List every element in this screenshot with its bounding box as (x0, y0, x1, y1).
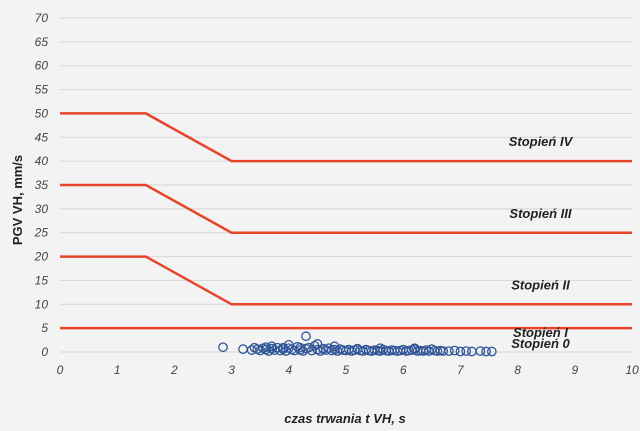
y-tick-label: 20 (34, 250, 49, 264)
scatter-point (352, 343, 363, 354)
scatter-point (487, 346, 497, 357)
x-tick-label: 7 (457, 363, 465, 377)
scatter-point (409, 344, 420, 354)
scatter-point (375, 343, 386, 354)
x-tick-label: 8 (514, 363, 521, 377)
scatter-point (449, 345, 460, 356)
y-tick-label: 50 (35, 106, 49, 120)
x-tick-label: 0 (57, 363, 64, 377)
scatter-point (312, 339, 323, 349)
scatter-point (218, 342, 228, 353)
y-tick-label: 35 (35, 178, 49, 192)
x-tick-label: 9 (571, 363, 578, 377)
x-tick-label: 2 (170, 363, 178, 377)
x-tick-label: 4 (285, 363, 292, 377)
x-tick-label: 1 (114, 363, 121, 377)
x-tick-label: 6 (400, 363, 407, 377)
scatter-point (283, 339, 294, 350)
zone-label: Stopień 0 (511, 336, 570, 351)
threshold-lines (60, 112, 632, 330)
scatter-point (455, 346, 466, 357)
y-axis-title: PGV VH, mm/s (10, 155, 25, 245)
scatter-point (481, 346, 491, 357)
x-axis-title: czas trwania t VH, s (284, 411, 405, 426)
scatter-point (295, 342, 306, 353)
gridlines (60, 17, 632, 353)
y-tick-label: 65 (35, 35, 49, 49)
scatter-point (329, 341, 340, 352)
scatter-point (323, 343, 334, 354)
y-tick-label: 10 (35, 297, 49, 311)
scatter-point (318, 343, 328, 354)
scatter-point (461, 346, 471, 356)
scatter-point (272, 342, 283, 353)
scatter-point (444, 346, 454, 356)
y-tick-label: 55 (35, 83, 49, 97)
threshold-line-3 (60, 255, 632, 306)
y-tick-label: 60 (35, 59, 49, 73)
y-tick-label: 70 (35, 11, 49, 25)
y-tick-label: 40 (35, 154, 49, 168)
scatter-point (301, 331, 311, 342)
scatter-point (438, 346, 449, 356)
x-tick-label: 3 (228, 363, 235, 377)
zone-label: Stopień I (513, 325, 568, 340)
threshold-line-2 (60, 183, 632, 234)
y-tick-label: 5 (41, 321, 48, 335)
x-tick-label: 10 (625, 363, 639, 377)
scatter-point (475, 346, 486, 356)
scatter-point (261, 342, 271, 353)
y-tick-label: 45 (35, 130, 49, 144)
scatter-point (266, 341, 277, 352)
y-tick-label: 15 (35, 273, 49, 287)
scatter-point (278, 342, 288, 353)
threshold-line-1 (60, 112, 632, 163)
zone-label: Stopień II (511, 277, 570, 292)
y-tick-label: 30 (35, 202, 49, 216)
zone-labels: Stopień IV Stopień III Stopień II Stopień I… (509, 134, 574, 351)
x-tick-label: 5 (343, 363, 350, 377)
y-tick-label: 0 (41, 345, 48, 359)
y-tick-label: 25 (34, 226, 49, 240)
y-tick-labels: 0 5 10 15 20 25 30 35 40 45 50 55 60 65 70 (34, 11, 49, 359)
scatter-points (218, 331, 497, 357)
x-tick-labels: 0 1 2 3 4 5 6 7 8 9 10 (57, 363, 639, 377)
zone-label: Stopień IV (509, 134, 574, 149)
zone-label: Stopień III (509, 206, 572, 221)
